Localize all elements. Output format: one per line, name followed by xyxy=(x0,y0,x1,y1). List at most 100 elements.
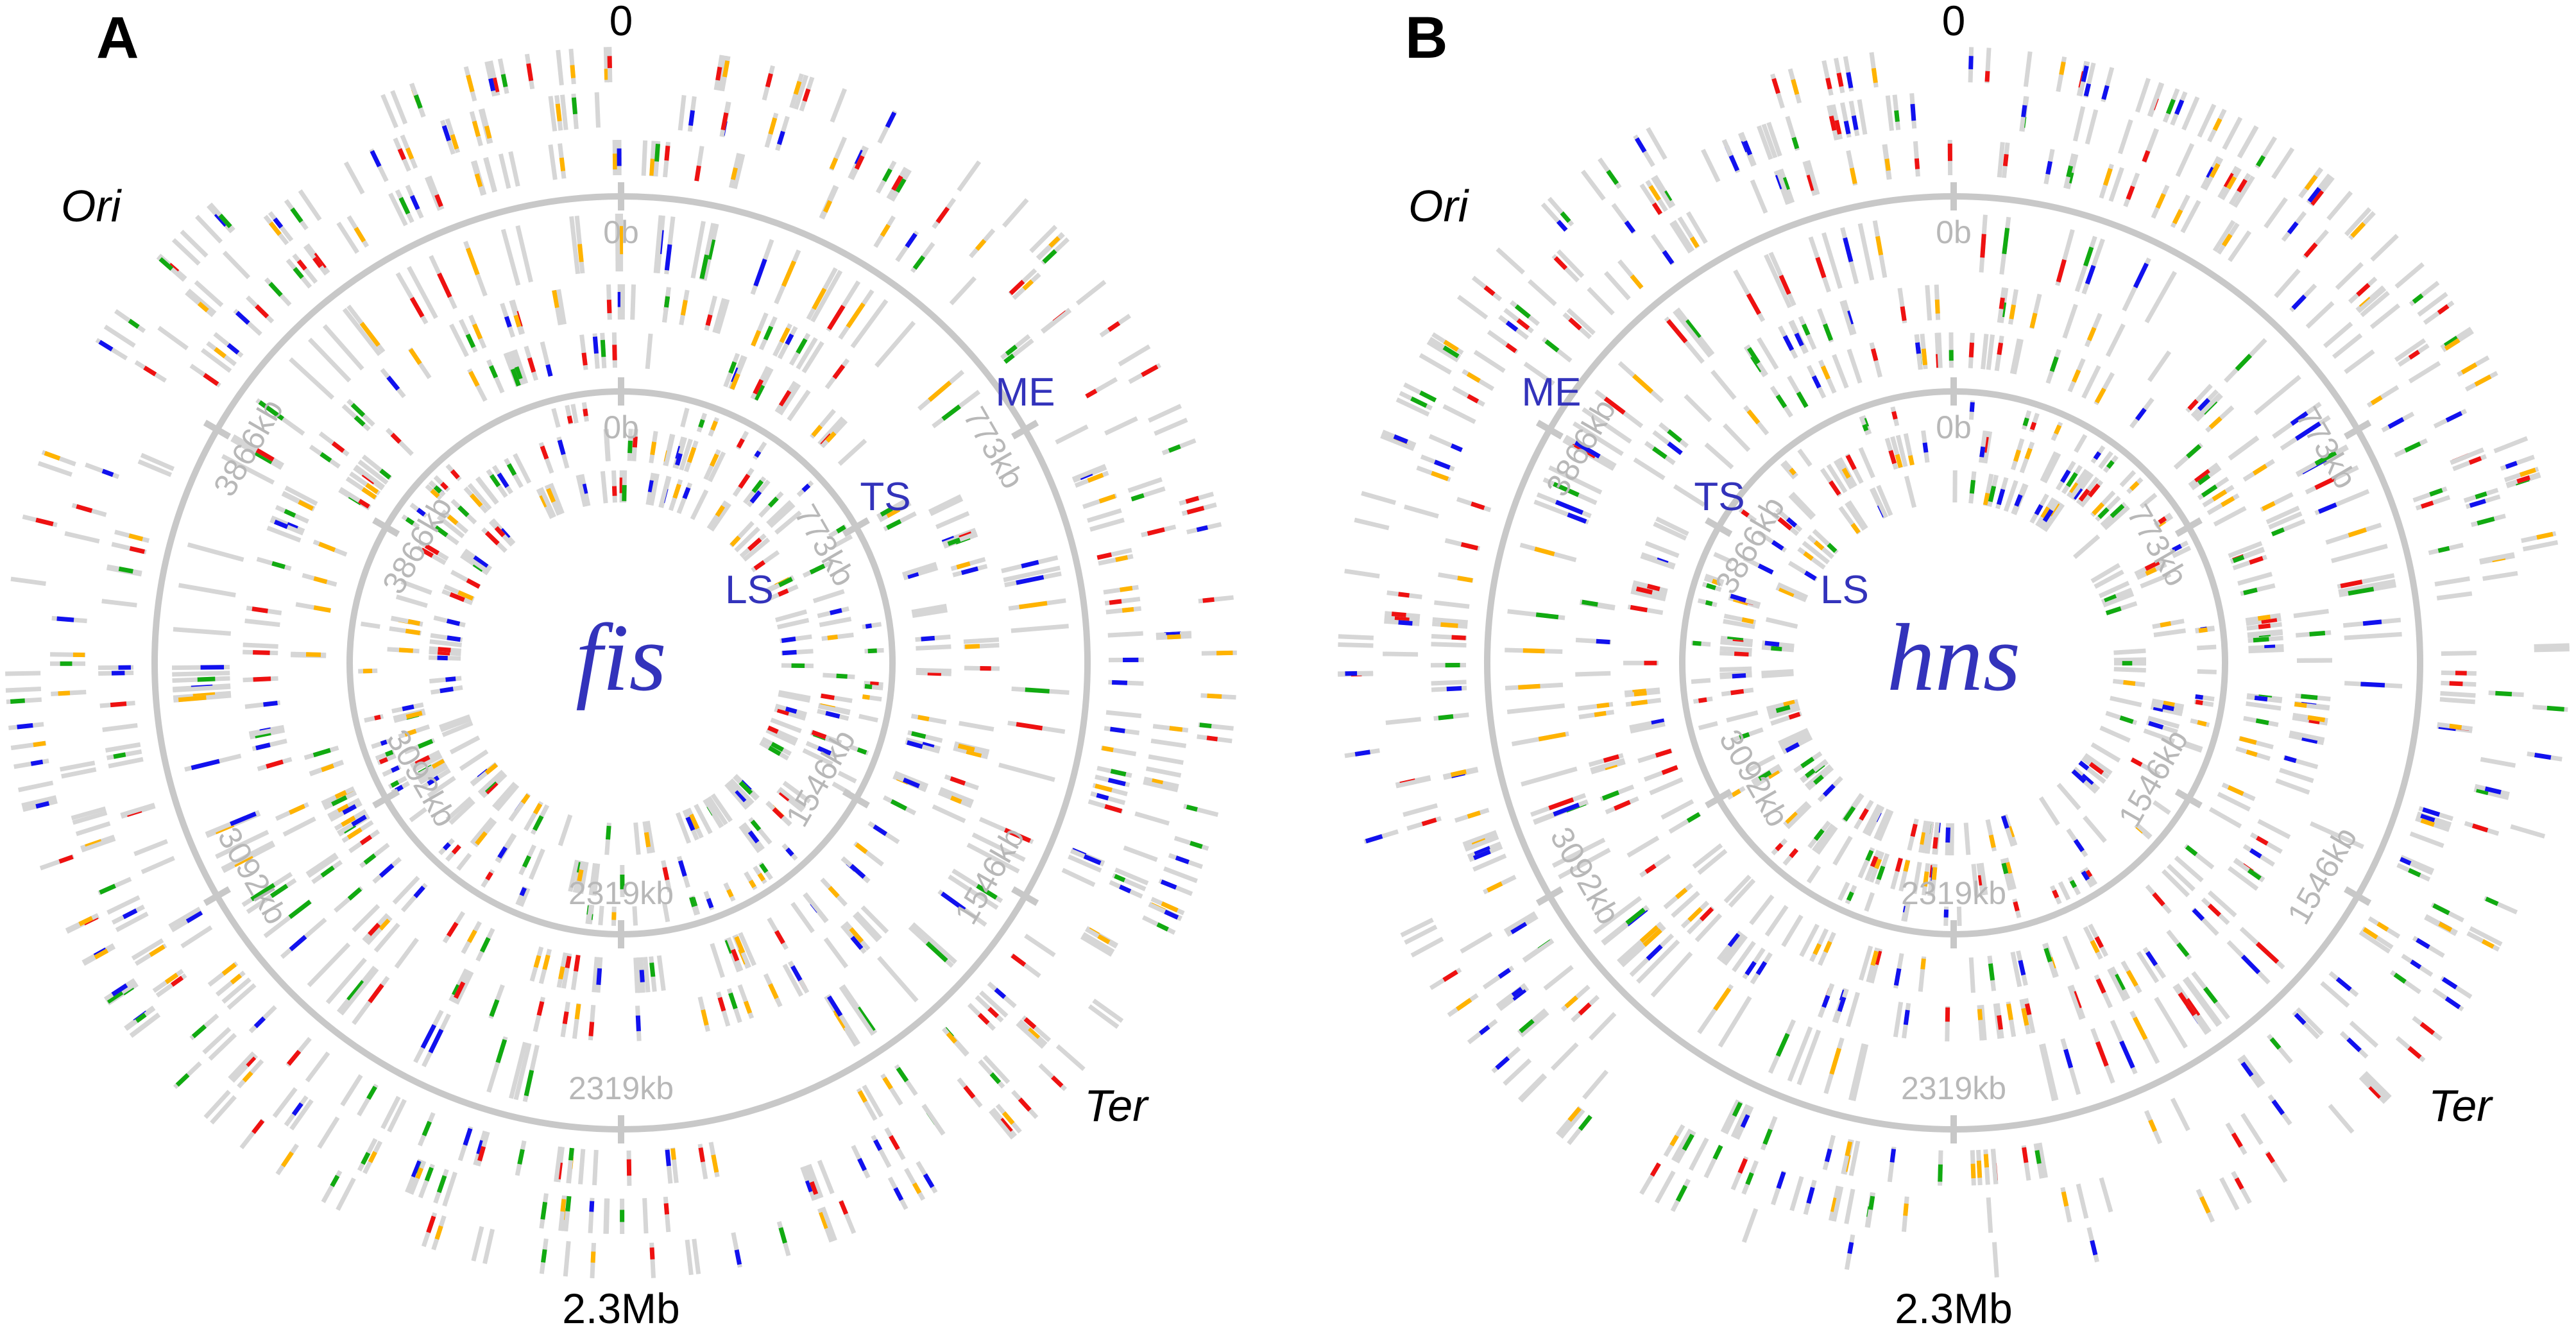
track-background-mark xyxy=(796,337,818,370)
track-colored-mark xyxy=(1467,810,1481,819)
track-colored-mark xyxy=(893,1187,904,1201)
track-colored-mark xyxy=(1667,441,1683,456)
track-background-mark xyxy=(1649,777,1684,796)
track-colored-mark xyxy=(785,847,794,857)
track-colored-mark xyxy=(2024,447,2033,460)
track-background-mark xyxy=(75,821,111,837)
track-colored-mark xyxy=(1651,202,1662,216)
track-colored-mark xyxy=(2195,694,2204,700)
track-colored-mark xyxy=(56,616,74,622)
track-colored-mark xyxy=(1713,987,1732,1011)
track-colored-mark xyxy=(98,339,114,352)
track-colored-mark xyxy=(1755,961,1768,975)
track-colored-mark xyxy=(767,725,779,734)
track-background-mark xyxy=(2222,116,2243,150)
track-colored-mark xyxy=(1910,103,1916,121)
track-colored-mark xyxy=(44,450,61,461)
track-colored-mark xyxy=(94,948,109,960)
panel-a-inner-ring-tick xyxy=(372,789,400,809)
track-colored-mark xyxy=(1699,907,1714,921)
track-colored-mark xyxy=(1646,944,1663,961)
track-colored-mark xyxy=(977,1013,990,1025)
track-colored-mark xyxy=(771,742,784,752)
track-colored-mark xyxy=(2209,163,2221,178)
track-colored-mark xyxy=(1768,769,1780,779)
track-colored-mark xyxy=(490,474,501,488)
track-colored-mark xyxy=(2022,1147,2029,1163)
track-colored-mark xyxy=(2234,1177,2244,1190)
track-colored-mark xyxy=(570,65,576,78)
track-background-mark xyxy=(2335,262,2364,290)
track-colored-mark xyxy=(1119,884,1132,894)
track-colored-mark xyxy=(457,590,474,601)
track-colored-mark xyxy=(2072,487,2083,500)
track-colored-mark xyxy=(895,178,907,193)
track-background-mark xyxy=(1720,1099,1741,1133)
track-colored-mark xyxy=(785,706,798,714)
track-background-mark xyxy=(874,321,916,368)
track-colored-mark xyxy=(2029,312,2038,329)
track-colored-mark xyxy=(99,884,116,895)
track-background-mark xyxy=(1055,424,1089,445)
track-colored-mark xyxy=(418,739,434,749)
track-background-mark xyxy=(742,537,771,562)
track-background-mark xyxy=(776,617,810,629)
track-colored-mark xyxy=(504,316,512,328)
track-colored-mark xyxy=(1391,612,1406,618)
track-background-mark xyxy=(2358,930,2391,954)
track-colored-mark xyxy=(2135,407,2147,421)
track-background-mark xyxy=(1354,517,1390,531)
track-background-mark xyxy=(1519,1074,1548,1103)
track-background-mark xyxy=(228,1051,256,1081)
track-colored-mark xyxy=(825,431,837,443)
track-background-mark xyxy=(901,561,937,577)
track-colored-mark xyxy=(1016,575,1045,585)
track-background-mark xyxy=(1127,477,1163,493)
track-background-mark xyxy=(2534,647,2570,653)
track-background-mark xyxy=(576,474,588,508)
track-colored-mark xyxy=(809,563,826,575)
track-colored-mark xyxy=(1398,592,1410,598)
track-background-mark xyxy=(2167,864,2196,892)
track-background-mark xyxy=(340,1074,363,1107)
track-colored-mark xyxy=(1421,818,1437,826)
track-background-mark xyxy=(642,1198,649,1234)
track-colored-mark xyxy=(753,379,764,395)
track-colored-mark xyxy=(1730,594,1747,603)
track-background-mark xyxy=(1123,845,1158,862)
track-colored-mark xyxy=(827,634,838,640)
track-background-mark xyxy=(1865,805,1884,836)
track-colored-mark xyxy=(2223,173,2235,189)
track-colored-mark xyxy=(2476,787,2489,796)
track-background-mark xyxy=(2493,436,2529,454)
track-colored-mark xyxy=(2201,484,2218,498)
track-colored-mark xyxy=(1115,555,1129,562)
track-colored-mark xyxy=(2304,175,2318,191)
track-colored-mark xyxy=(1734,651,1749,657)
track-background-mark xyxy=(1400,918,1434,937)
track-colored-mark xyxy=(2449,681,2463,687)
track-colored-mark xyxy=(2256,835,2269,846)
track-colored-mark xyxy=(1002,1111,1015,1126)
track-background-mark xyxy=(1104,416,1138,436)
track-colored-mark xyxy=(1781,176,1791,191)
track-colored-mark xyxy=(2437,545,2450,553)
panel-b-letter: B xyxy=(1405,5,1447,71)
track-colored-mark xyxy=(2006,1003,2013,1020)
track-colored-mark xyxy=(386,375,400,391)
track-background-mark xyxy=(656,955,666,991)
track-background-mark xyxy=(61,767,97,779)
track-colored-mark xyxy=(2095,1041,2109,1067)
track-colored-mark xyxy=(472,121,481,137)
track-colored-mark xyxy=(2290,411,2308,426)
track-colored-mark xyxy=(313,605,331,613)
track-colored-mark xyxy=(450,469,460,479)
track-colored-mark xyxy=(426,1215,436,1233)
panel-a-ls-domain-label: LS xyxy=(725,568,774,612)
track-colored-mark xyxy=(2505,461,2518,469)
panel-b-inner-ring-tick xyxy=(2174,517,2203,537)
track-colored-mark xyxy=(701,1009,709,1026)
panel-a-outer-ring-tick xyxy=(1011,420,1039,440)
track-colored-mark xyxy=(2252,463,2267,475)
track-background-mark xyxy=(2184,976,2222,1026)
